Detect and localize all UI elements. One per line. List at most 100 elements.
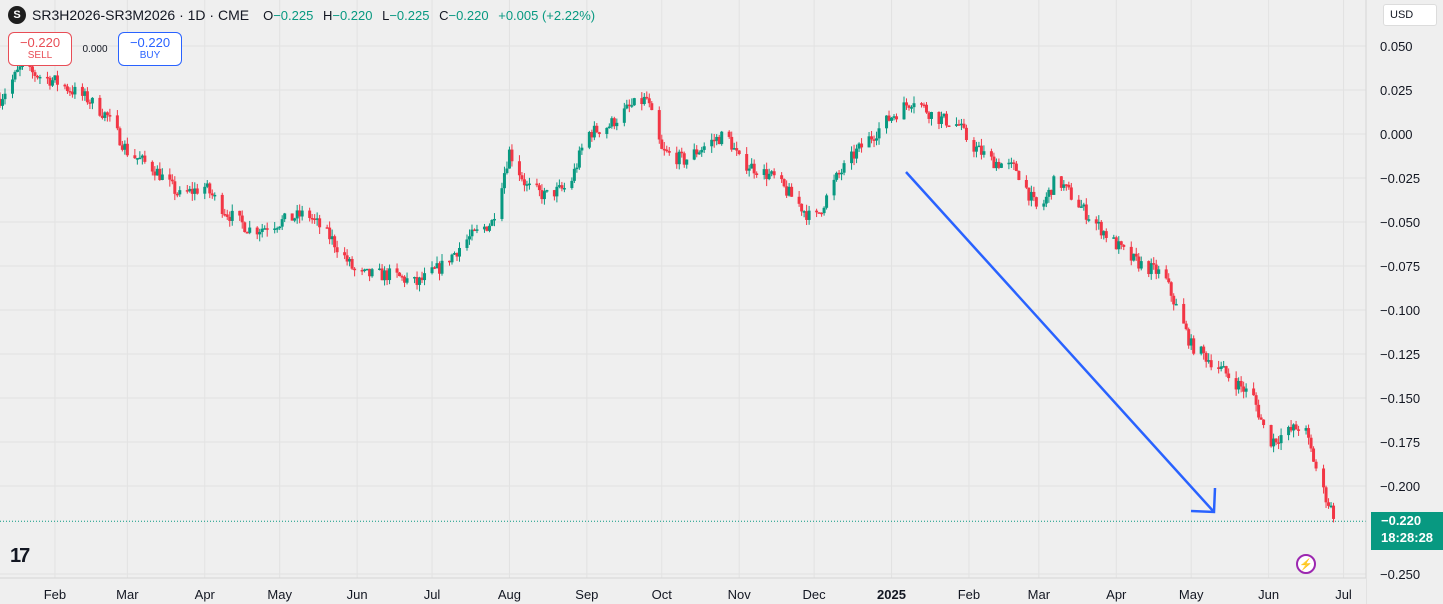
candle-body — [1199, 346, 1203, 354]
candle — [1182, 298, 1186, 324]
candle — [10, 74, 14, 99]
candle-body — [1202, 346, 1206, 353]
candle-body — [1192, 338, 1196, 354]
candle-body — [647, 98, 651, 104]
sell-button[interactable]: −0.220 SELL — [8, 32, 72, 66]
candle — [223, 208, 227, 217]
candle-body — [188, 188, 192, 192]
candle-body — [615, 122, 619, 127]
candle-body — [415, 277, 419, 285]
candle — [1287, 425, 1291, 441]
candle-body — [552, 190, 556, 197]
candle-body — [895, 116, 899, 120]
candle-body — [1129, 246, 1133, 261]
candle-body — [223, 214, 227, 216]
candle-body — [178, 190, 182, 195]
candle-body — [433, 267, 437, 269]
candle — [210, 189, 214, 199]
candle — [700, 146, 704, 157]
candle-body — [890, 117, 894, 121]
candle-body — [657, 110, 661, 140]
candle — [999, 162, 1003, 169]
candle — [275, 226, 279, 233]
candle — [612, 116, 616, 130]
buy-button[interactable]: −0.220 BUY — [118, 32, 182, 66]
candle — [615, 118, 619, 131]
candle-body — [213, 194, 217, 197]
candle-body — [1079, 206, 1083, 208]
candle-body — [363, 269, 367, 271]
candle — [158, 162, 162, 181]
candle-body — [747, 168, 751, 171]
candle-body — [632, 98, 636, 106]
candle-body — [1149, 263, 1153, 275]
candle-body — [1147, 261, 1151, 275]
candle — [1254, 392, 1258, 412]
candle-body — [1244, 388, 1248, 392]
candle-body — [840, 172, 844, 175]
candle — [1174, 298, 1178, 306]
trend-arrow-drawing[interactable] — [905, 171, 1217, 514]
candle-body — [630, 105, 634, 107]
candle-body — [860, 143, 864, 148]
candle-body — [1017, 170, 1021, 180]
candle — [430, 261, 434, 275]
candle-body — [1024, 179, 1028, 188]
candle-body — [520, 175, 524, 180]
candle-body — [1289, 426, 1293, 431]
price-axis[interactable]: 0.050 0.025 0.000 −0.025 −0.050 −0.075 −0.100 −… — [1380, 39, 1420, 582]
candle — [1222, 360, 1226, 368]
candle — [1239, 376, 1243, 393]
candle-body — [50, 80, 54, 86]
candle-body — [1217, 367, 1221, 370]
candle — [1012, 159, 1016, 170]
candle — [88, 99, 92, 109]
tradingview-logo[interactable]: 17 — [10, 545, 30, 567]
candle — [280, 215, 284, 231]
trend-arrow-head — [1190, 487, 1217, 514]
bar-countdown: 18:28:28 — [1381, 530, 1434, 545]
candle-body — [487, 225, 491, 231]
candle — [780, 172, 784, 183]
candle — [857, 142, 861, 152]
candle-body — [1254, 395, 1258, 405]
candle — [380, 264, 384, 281]
candle — [989, 148, 993, 161]
time-tick-label: Jun — [1258, 587, 1279, 602]
candle-body — [662, 148, 666, 151]
candle — [240, 210, 244, 229]
candle — [525, 180, 529, 192]
candle-body — [1154, 264, 1158, 274]
candle-body — [160, 174, 164, 180]
candle-body — [405, 278, 409, 283]
candle-body — [290, 213, 294, 221]
currency-button[interactable]: USD — [1383, 4, 1437, 26]
candle — [467, 229, 471, 245]
candle — [1184, 320, 1188, 331]
candle-body — [712, 139, 716, 142]
high-label: H — [322, 7, 333, 23]
lightning-bolt-icon[interactable]: ⚡ — [1296, 554, 1316, 574]
candle-body — [1062, 184, 1066, 188]
candle — [155, 165, 159, 176]
candle — [692, 143, 696, 161]
candle — [243, 221, 247, 233]
symbol-title[interactable]: SR3H2026-SR3M2026 · 1D · CME — [32, 7, 250, 23]
candle-body — [467, 236, 471, 240]
candle — [785, 180, 789, 199]
candle — [944, 111, 948, 128]
candle-body — [368, 268, 372, 277]
candle-body — [38, 76, 42, 79]
time-axis[interactable]: Feb Mar Apr May Jun Jul Aug Sep Oct Nov Dec 2025 Feb… — [44, 587, 1352, 602]
candle — [1032, 186, 1036, 202]
candle-body — [1189, 338, 1193, 346]
candle — [160, 168, 164, 181]
candle — [632, 97, 636, 106]
candle — [1099, 219, 1103, 239]
candle-body — [1309, 437, 1313, 449]
price-tick-label: 0.000 — [1380, 127, 1413, 142]
candle — [972, 137, 976, 158]
candle — [870, 130, 874, 144]
candle — [715, 134, 719, 146]
